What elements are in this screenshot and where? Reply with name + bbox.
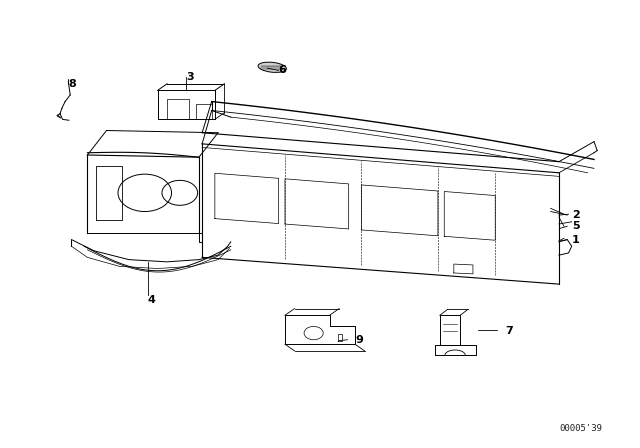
Ellipse shape [258,62,286,73]
Text: 4: 4 [148,295,156,305]
Text: 2: 2 [572,210,579,220]
Text: 6: 6 [278,65,287,75]
Text: 1: 1 [572,235,579,245]
Text: 5: 5 [572,221,579,231]
Text: 8: 8 [68,79,76,89]
Text: 3: 3 [186,72,194,82]
Text: 9: 9 [355,335,363,345]
Text: 7: 7 [505,326,513,336]
Text: 00005'39: 00005'39 [560,424,603,433]
